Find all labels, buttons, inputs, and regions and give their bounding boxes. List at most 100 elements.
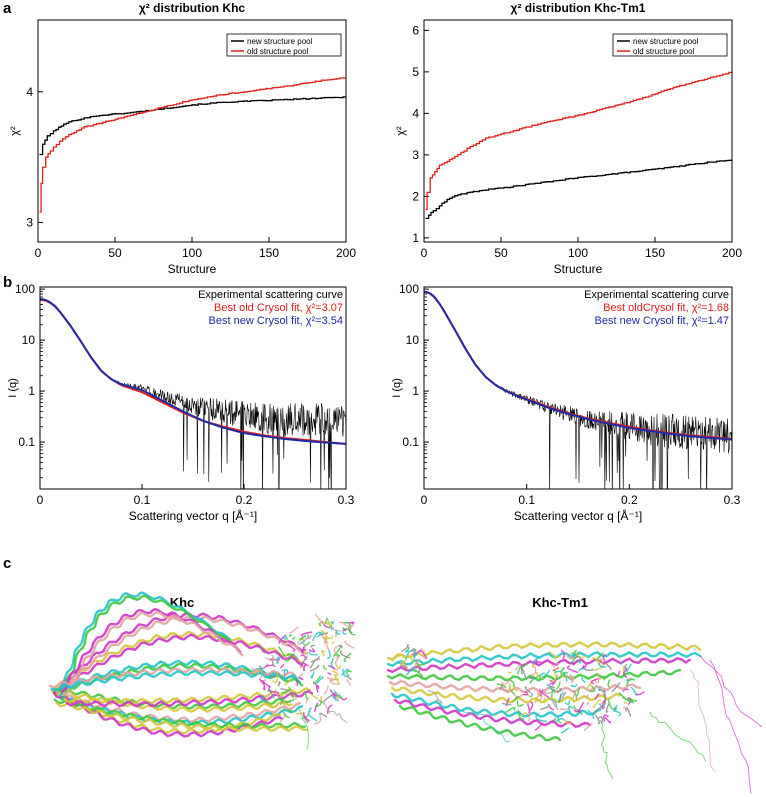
x-tick-label: 100	[568, 246, 588, 260]
y-axis-label: I (q)	[7, 378, 19, 398]
legend-label: Best new Crysol fit, χ²=3.54	[209, 315, 343, 327]
domain-segment	[316, 632, 324, 638]
domain-segment	[538, 672, 545, 682]
domain-segment	[512, 695, 520, 703]
domain-segment	[308, 648, 316, 653]
domain-segment	[281, 710, 291, 719]
x-tick-label: 0.3	[338, 493, 355, 507]
domain-segment	[521, 668, 527, 680]
domain-segment	[561, 691, 566, 699]
domain-segment	[613, 704, 618, 711]
domain-segment	[535, 659, 538, 665]
domain-segment	[616, 670, 621, 678]
domain-segment	[260, 695, 269, 703]
domain-segment	[560, 727, 570, 734]
domain-segment	[559, 707, 571, 711]
x-tick-label: 0.2	[621, 493, 638, 507]
domain-segment	[284, 654, 294, 662]
x-axis-label: Scattering vector q [Å⁻¹]	[129, 508, 257, 523]
legend-label: new structure pool	[633, 37, 699, 46]
domain-segment	[300, 631, 313, 638]
domain-segment	[548, 650, 557, 658]
domain-segment	[288, 633, 293, 637]
domain-segment	[330, 620, 334, 624]
domain-segment	[507, 671, 513, 674]
domain-segment	[556, 687, 562, 693]
domain-segment	[289, 626, 299, 635]
domain-segment	[552, 700, 560, 711]
panel-label-b: b	[3, 274, 12, 291]
helix-strand	[386, 641, 702, 661]
x-tick-label: 0.1	[518, 493, 535, 507]
domain-segment	[323, 685, 329, 695]
domain-segment	[259, 678, 271, 688]
domain-segment	[541, 669, 551, 678]
domain-segment	[530, 666, 537, 676]
domain-segment	[309, 664, 320, 672]
domain-segment	[332, 677, 339, 682]
legend-label: old structure pool	[633, 47, 695, 56]
domain-segment	[553, 655, 561, 661]
domain-segment	[520, 663, 528, 670]
x-tick-label: 150	[259, 246, 279, 260]
domain-segment	[286, 653, 295, 656]
domain-segment	[265, 664, 274, 667]
domain-segment	[332, 626, 341, 632]
domain-segment	[571, 652, 576, 657]
disordered-tail	[317, 699, 347, 724]
disordered-tail	[599, 719, 614, 780]
x-tick-label: 0	[421, 246, 428, 260]
domain-segment	[291, 636, 296, 640]
domain-segment	[501, 679, 512, 686]
domain-segment	[560, 673, 566, 678]
y-tick-label: 3	[412, 148, 419, 162]
domain-segment	[603, 693, 607, 704]
domain-segment	[528, 711, 532, 722]
domain-segment	[348, 621, 355, 625]
domain-segment	[331, 670, 340, 676]
domain-segment	[605, 703, 610, 713]
disordered-tail	[649, 711, 707, 762]
chart-scattering-khc-tm1: 0 0.1 0.2 0.3 0.1 1 10 100 Scattering vector q […	[391, 282, 741, 523]
x-axis-label: Structure	[168, 262, 217, 276]
y-tick-label: 4	[26, 85, 33, 99]
domain-segment	[307, 707, 312, 713]
domain-segment	[304, 691, 308, 700]
domain-segment	[345, 670, 353, 675]
domain-segment	[343, 652, 352, 663]
domain-segment	[277, 680, 281, 687]
domain-segment	[594, 652, 604, 662]
x-tick-label: 0.3	[724, 493, 741, 507]
domain-segment	[535, 713, 548, 723]
domain-segment	[622, 688, 630, 693]
domain-segment	[298, 676, 304, 681]
domain-segment	[314, 702, 319, 712]
domain-segment	[334, 631, 337, 638]
domain-segment	[592, 699, 601, 709]
domain-segment	[570, 691, 576, 701]
disordered-tail	[709, 659, 752, 794]
domain-segment	[607, 679, 611, 688]
domain-segment	[279, 675, 284, 679]
domain-segment	[516, 700, 524, 707]
domain-segment	[341, 697, 348, 701]
domain-segment	[531, 663, 535, 668]
domain-segment	[399, 659, 406, 667]
domain-segment	[557, 717, 562, 724]
domain-segment	[312, 675, 322, 685]
domain-segment	[576, 687, 580, 697]
domain-segment	[500, 688, 509, 693]
domain-segment	[325, 635, 334, 640]
domain-segment	[330, 677, 340, 685]
domain-segment	[310, 693, 319, 700]
domain-segment	[587, 709, 595, 720]
domain-segment	[517, 710, 525, 720]
structure-title-khc-tm1: Khc-Tm1	[532, 595, 588, 610]
domain-segment	[411, 669, 417, 673]
domain-segment	[275, 689, 283, 698]
domain-segment	[286, 637, 289, 644]
domain-segment	[321, 650, 326, 657]
domain-segment	[613, 710, 622, 717]
domain-segment	[339, 650, 351, 659]
domain-segment	[314, 613, 325, 625]
